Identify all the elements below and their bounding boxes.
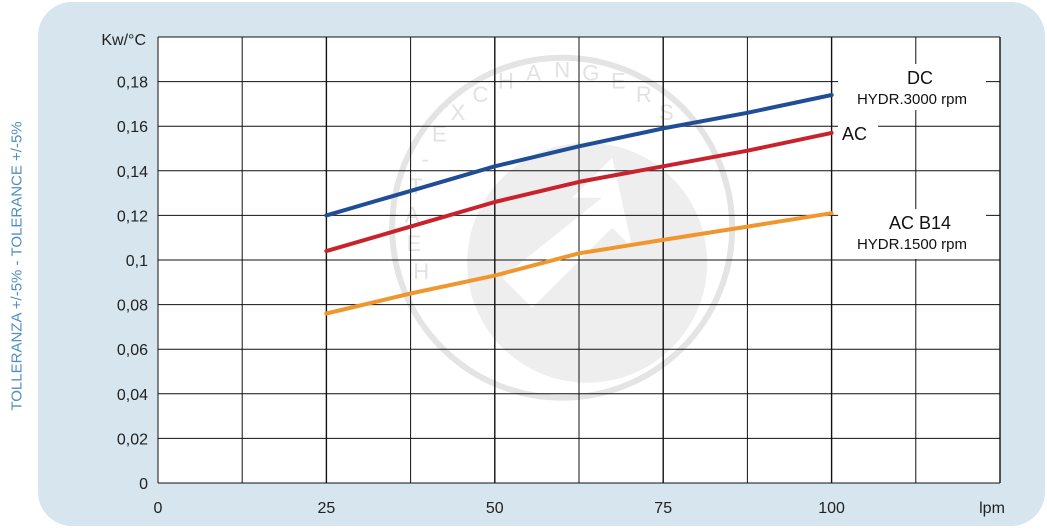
watermark-arrow <box>502 157 633 308</box>
y-tick-label: 0,16 <box>117 119 148 136</box>
watermark-letter: R <box>636 82 652 107</box>
watermark-letter: T <box>409 174 422 199</box>
legend-box-ac <box>838 121 878 145</box>
series-line-ac-b14 <box>324 211 834 316</box>
y-axis-label: Kw/°C <box>101 32 146 49</box>
legend-label-ac: AC <box>842 124 867 144</box>
y-tick-label: 0,18 <box>117 75 148 92</box>
x-tick-label: 0 <box>154 500 163 517</box>
series-lines <box>324 93 834 316</box>
watermark-letter: H <box>413 259 429 284</box>
legend-box-dc <box>838 64 986 110</box>
watermark-letter: C <box>473 82 489 107</box>
y-tick-label: 0,14 <box>117 164 148 181</box>
watermark-letter: E <box>407 231 422 256</box>
legend-sublabel-dc: HYDR.3000 rpm <box>857 91 967 108</box>
y-tick-label: 0,12 <box>117 208 148 225</box>
legend-label-ac-b14: AC B14 <box>889 213 951 233</box>
watermark-letter: X <box>451 100 466 125</box>
x-axis-label: lpm <box>979 500 1005 517</box>
axis-labels: Kw/°C lpm 0 0,02 0,04 0,06 0,08 0,1 0,12 0,14 0,… <box>101 32 1005 517</box>
y-tick-label: 0,08 <box>117 298 148 315</box>
legend: DC HYDR.3000 rpm AC AC B14 HYDR.1500 rpm <box>838 64 986 259</box>
x-tick-label: 100 <box>818 500 845 517</box>
y-tick-label: 0,02 <box>117 431 148 448</box>
x-tick-label: 50 <box>486 500 504 517</box>
watermark-letter: E <box>432 122 447 147</box>
legend-sublabel-ac-b14: HYDR.1500 rpm <box>857 236 967 253</box>
watermark-letter: - <box>421 147 428 172</box>
watermark-disc <box>467 142 708 383</box>
watermark-letter: S <box>659 100 674 125</box>
x-tick-label: 75 <box>654 500 672 517</box>
watermark-letter: G <box>582 60 599 85</box>
y-tick-label: 0,1 <box>126 253 148 270</box>
legend-box-ac-b14 <box>838 209 986 259</box>
y-tick-label: 0,04 <box>117 387 148 404</box>
series-line-ac <box>324 130 834 254</box>
series-line-dc <box>324 93 834 218</box>
watermark-letter: A <box>526 60 541 85</box>
x-tick-label: 25 <box>318 500 336 517</box>
y-tick-label: 0,06 <box>117 342 148 359</box>
y-tick-label: 0 <box>139 476 148 493</box>
watermark-letter: N <box>554 58 570 83</box>
legend-label-dc: DC <box>907 68 933 88</box>
